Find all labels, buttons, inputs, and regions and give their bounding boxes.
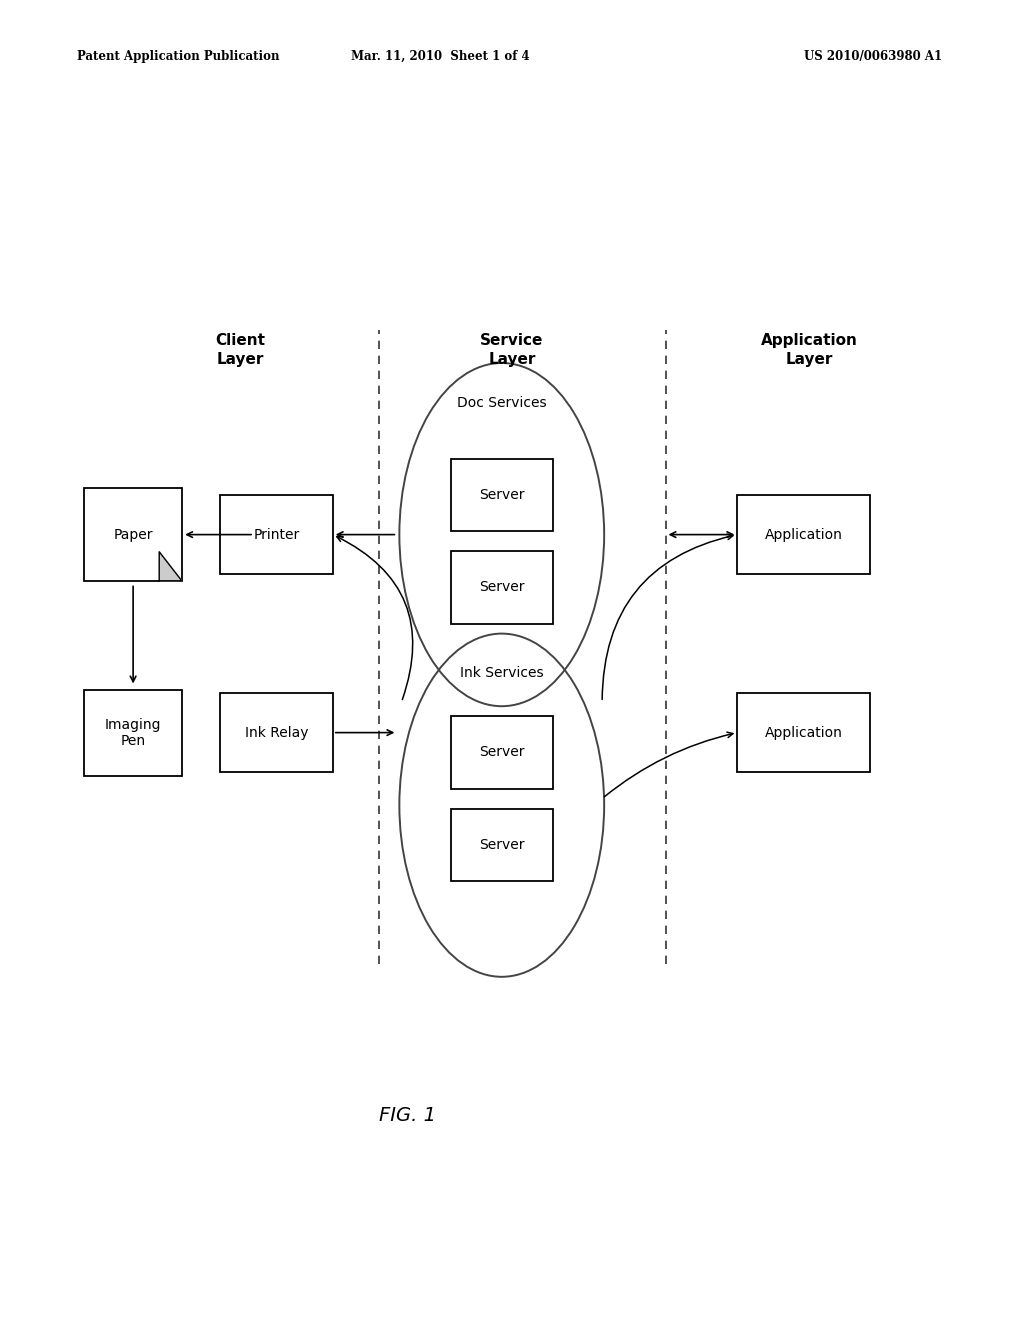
Text: Application
Layer: Application Layer bbox=[761, 333, 857, 367]
Text: Patent Application Publication: Patent Application Publication bbox=[77, 50, 280, 63]
Text: Imaging
Pen: Imaging Pen bbox=[104, 718, 162, 747]
Text: Ink Relay: Ink Relay bbox=[245, 726, 308, 739]
Bar bbox=[220, 495, 333, 574]
Polygon shape bbox=[160, 552, 182, 581]
Bar bbox=[737, 693, 870, 772]
Bar bbox=[451, 715, 553, 789]
Text: US 2010/0063980 A1: US 2010/0063980 A1 bbox=[804, 50, 942, 63]
Bar bbox=[84, 689, 182, 776]
Text: Server: Server bbox=[479, 838, 524, 851]
Text: Service
Layer: Service Layer bbox=[480, 333, 544, 367]
Text: Server: Server bbox=[479, 746, 524, 759]
Text: Paper: Paper bbox=[114, 528, 153, 541]
Text: Mar. 11, 2010  Sheet 1 of 4: Mar. 11, 2010 Sheet 1 of 4 bbox=[351, 50, 529, 63]
Bar bbox=[220, 693, 333, 772]
Bar bbox=[451, 552, 553, 623]
Text: Printer: Printer bbox=[253, 528, 300, 541]
Bar bbox=[737, 495, 870, 574]
Text: Server: Server bbox=[479, 581, 524, 594]
Text: Server: Server bbox=[479, 488, 524, 502]
Bar bbox=[451, 808, 553, 882]
Text: FIG. 1: FIG. 1 bbox=[379, 1106, 436, 1125]
Text: Application: Application bbox=[765, 528, 843, 541]
Bar bbox=[451, 458, 553, 531]
Text: Application: Application bbox=[765, 726, 843, 739]
Bar bbox=[84, 488, 182, 581]
Text: Client
Layer: Client Layer bbox=[216, 333, 265, 367]
Text: Doc Services: Doc Services bbox=[457, 396, 547, 409]
Text: Ink Services: Ink Services bbox=[460, 667, 544, 680]
